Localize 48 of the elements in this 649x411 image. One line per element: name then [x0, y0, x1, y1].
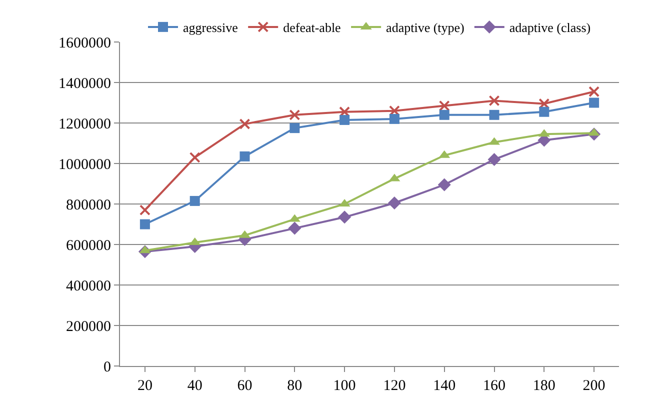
- point: [139, 204, 150, 216]
- y-tick-label: 200000: [66, 318, 111, 335]
- point: [438, 100, 450, 112]
- x-tick-label: 140: [433, 378, 456, 394]
- point: [388, 105, 400, 116]
- x-tick-label: 80: [287, 378, 302, 394]
- point: [388, 196, 401, 210]
- point: [140, 219, 150, 230]
- point: [589, 98, 600, 108]
- y-tick-label: 400000: [66, 278, 111, 294]
- y-tick-label: 1600000: [58, 35, 111, 52]
- y-tick-label: 1400000: [58, 76, 111, 92]
- x-tick-label: 120: [383, 378, 406, 394]
- legend-label: aggressive: [183, 20, 238, 36]
- point: [339, 106, 350, 118]
- point: [389, 114, 400, 124]
- point: [340, 114, 350, 125]
- point: [488, 95, 500, 106]
- point: [289, 109, 300, 120]
- x-tick-label: 100: [333, 378, 356, 394]
- point: [338, 210, 352, 224]
- y-tick-label: 800000: [66, 197, 111, 214]
- point: [290, 123, 300, 134]
- y-tick-label: 1000000: [58, 156, 111, 173]
- point: [240, 151, 250, 162]
- legend-label: adaptive (type): [386, 20, 464, 36]
- x-tick-label: 200: [582, 378, 606, 394]
- y-tick-label: 0: [104, 359, 111, 376]
- x-tick-label: 40: [187, 378, 202, 394]
- point: [239, 118, 250, 130]
- point: [189, 152, 200, 163]
- legend-label: defeat-able: [283, 20, 342, 36]
- point: [190, 196, 200, 206]
- point: [489, 110, 500, 120]
- x-tick-label: 20: [137, 378, 152, 394]
- y-tick-label: 600000: [66, 238, 111, 254]
- point: [588, 86, 600, 98]
- point: [438, 178, 451, 192]
- x-tick-label: 180: [532, 378, 556, 394]
- legend-label: adaptive (class): [509, 20, 591, 36]
- x-tick-label: 60: [237, 378, 252, 394]
- y-tick-label: 1200000: [58, 116, 111, 132]
- x-tick-label: 160: [483, 378, 506, 394]
- point: [539, 106, 550, 117]
- point: [538, 98, 550, 110]
- point: [488, 152, 501, 166]
- point: [439, 110, 450, 120]
- point: [288, 222, 302, 235]
